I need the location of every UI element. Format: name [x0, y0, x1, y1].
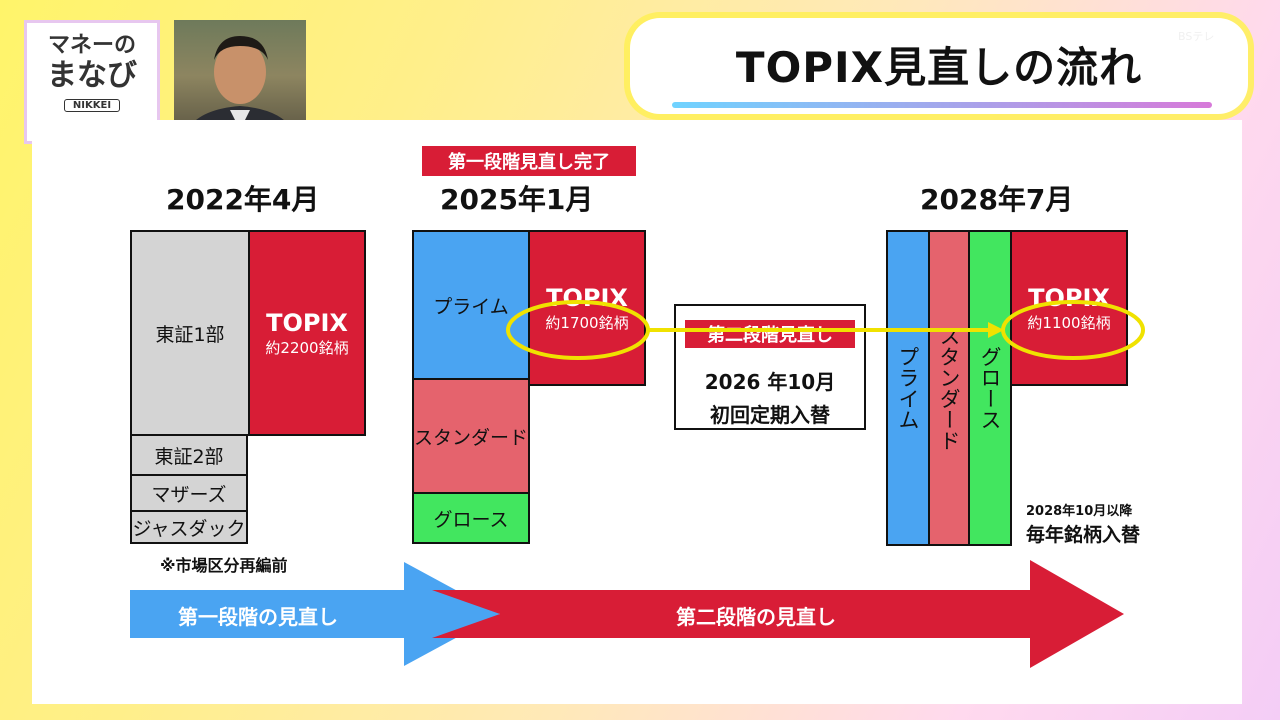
- segment-tse2: 東証2部: [130, 434, 248, 476]
- segment-label: プライム: [433, 295, 509, 318]
- page-title: TOPIX見直しの流れ: [735, 43, 1143, 92]
- logo-line2: まなび: [47, 58, 137, 93]
- segment-growth-2025: グロース: [412, 492, 530, 544]
- phase2-date: 2026 年10月: [704, 370, 836, 394]
- segment-prime-2028: プライム: [886, 230, 930, 546]
- segment-label: スタンダード: [937, 325, 961, 451]
- phase1-label: 第一段階の見直し: [178, 605, 338, 629]
- segment-jasdaq: ジャスダック: [130, 510, 248, 544]
- title-banner: [630, 18, 1248, 114]
- date-2025: 2025年1月: [440, 183, 594, 216]
- phase2-label: 第二段階の見直し: [676, 605, 836, 629]
- channel-watermark: BSテレ: [1178, 30, 1215, 43]
- date-2028: 2028年7月: [920, 183, 1074, 216]
- date-2022: 2022年4月: [166, 183, 320, 216]
- segment-label: プライム: [896, 346, 920, 430]
- topix-count: 約2200銘柄: [265, 338, 349, 357]
- segment-label: グロース: [978, 346, 1002, 430]
- segment-growth-2028: グロース: [968, 230, 1012, 546]
- topix-count: 約1100銘柄: [1027, 313, 1111, 332]
- pre-reorg-note: ※市場区分再編前: [160, 556, 288, 575]
- connector-arrowhead-icon: [988, 322, 1004, 338]
- segment-label: グロース: [433, 508, 509, 531]
- segment-standard-2028: スタンダード: [928, 230, 970, 546]
- segment-label: 東証2部: [154, 445, 224, 468]
- segment-label: スタンダード: [414, 426, 529, 449]
- segment-label: 東証1部: [155, 323, 225, 346]
- phase2-event: 初回定期入替: [710, 403, 830, 427]
- segment-label: マザーズ: [151, 483, 227, 506]
- phase2-arrow: [432, 560, 1124, 668]
- segment-prime-2025: プライム: [412, 230, 530, 380]
- phase1-arrow: [130, 562, 500, 666]
- phase1-complete-badge: 第一段階見直し完了: [422, 146, 636, 176]
- segment-mothers: マザーズ: [130, 474, 248, 512]
- logo-line1: マネーの: [47, 33, 136, 58]
- topix-count: 約1700銘柄: [545, 313, 629, 332]
- topix-label: TOPIX: [266, 308, 348, 337]
- topix-2022: TOPIX 約2200銘柄: [248, 230, 366, 436]
- logo-brand: NIKKEI: [63, 99, 121, 112]
- title-underline: [672, 102, 1212, 108]
- phase2-event-box: 第二段階見直し 2026 年10月 初回定期入替: [674, 304, 866, 430]
- topix-2025: TOPIX 約1700銘柄: [528, 230, 646, 386]
- segment-label: ジャスダック: [132, 517, 246, 540]
- segment-tse1: 東証1部: [130, 230, 250, 436]
- annual-note-small: 2028年10月以降: [1026, 504, 1133, 519]
- annual-note-large: 毎年銘柄入替: [1026, 524, 1141, 546]
